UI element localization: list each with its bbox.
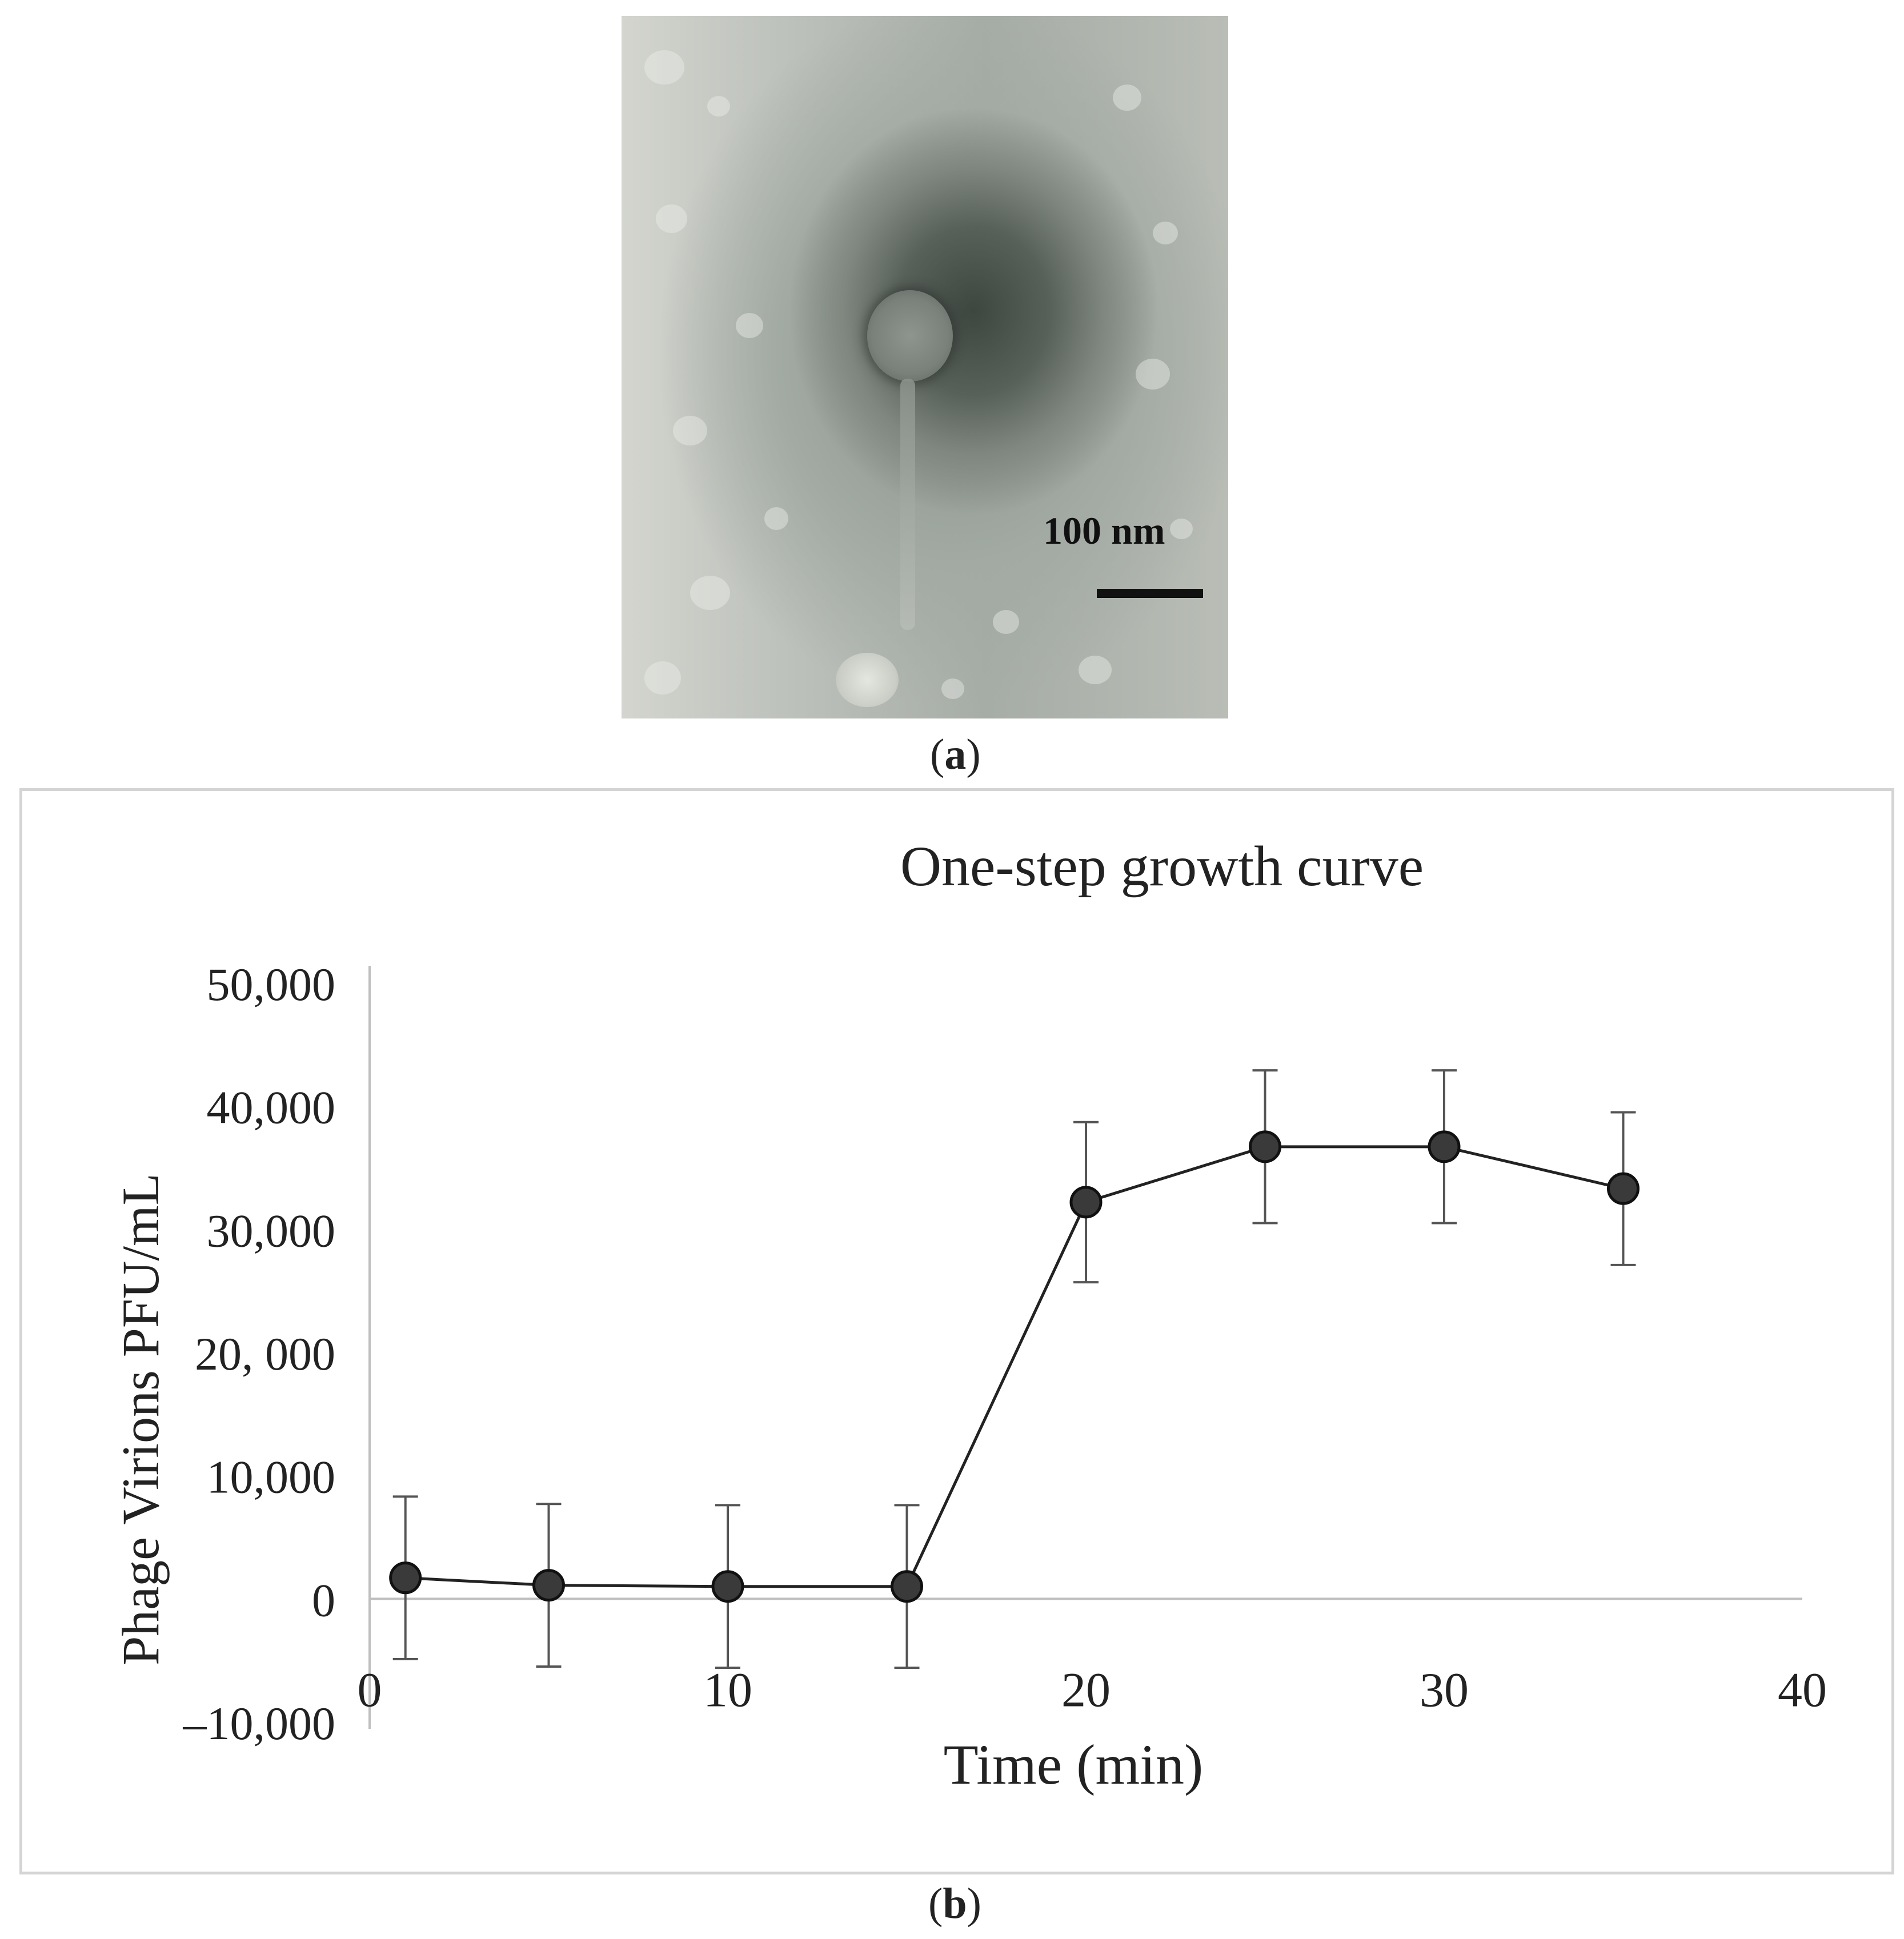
chart-title: One-step growth curve [900,834,1424,898]
data-point [389,1561,422,1595]
series-line [405,1145,1624,1588]
panel-a-letter: a [944,730,967,778]
x-tick-label: 0 [358,1662,382,1717]
x-tick-label: 30 [1420,1662,1469,1717]
scale-bar [1097,589,1203,598]
electron-micrograph: 100 nm [622,16,1228,718]
data-point [1607,1172,1640,1205]
y-tick-label: –10,000 [183,1697,336,1749]
data-point [891,1570,923,1603]
panel-b-label: (b) [928,1880,981,1928]
x-tick-label: 40 [1778,1662,1827,1717]
y-tick-label: 20, 000 [195,1328,335,1380]
panel-a-label: (a) [930,730,981,778]
phage-tail [900,379,915,630]
growth-curve-chart: One-step growth curve Phage Virions PFU/… [111,834,1827,1796]
data-point [1249,1130,1281,1163]
y-tick-label: 40,000 [207,1082,336,1134]
y-tick-label: 0 [312,1574,335,1626]
panel-b-letter: b [943,1880,967,1928]
debris-particle [836,653,899,707]
data-point [1069,1186,1103,1219]
data-points [389,1130,1640,1603]
chart-frame: One-step growth curve Phage Virions PFU/… [19,788,1894,1874]
x-tick-label: 10 [703,1662,752,1717]
y-tick-label: 10,000 [207,1451,336,1503]
y-tick-label: 50,000 [207,958,336,1010]
y-tick-labels: –10,000 0 10,000 20, 000 30,000 40,000 50,000 [183,958,336,1749]
y-tick-label: 30,000 [207,1205,336,1256]
x-axis-label: Time (min) [944,1733,1204,1796]
x-tick-label: 20 [1061,1662,1111,1717]
data-point [532,1569,565,1602]
scale-bar-label: 100 nm [1043,509,1165,552]
x-tick-labels: 0 10 20 30 40 [358,1662,1827,1717]
data-point [1428,1130,1461,1163]
phage-capsid [867,290,953,382]
data-point [711,1570,744,1603]
y-axis-label: Phage Virions PFU/mL [111,1173,170,1665]
